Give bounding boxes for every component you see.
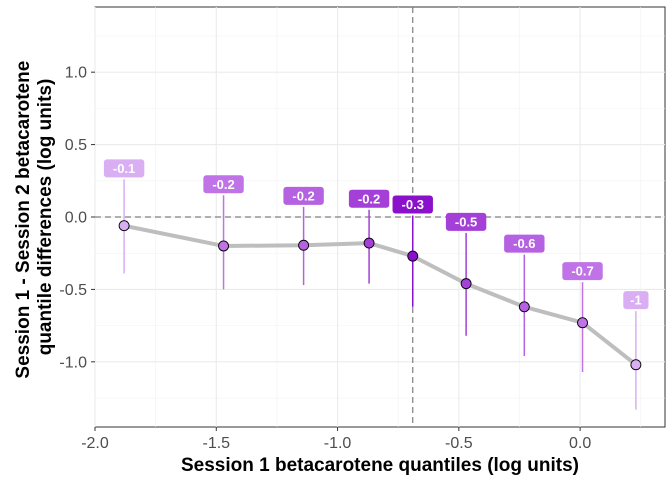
point-label-text-2: -0.2 — [292, 188, 314, 203]
point-label-text-5: -0.5 — [455, 214, 477, 229]
y-tick-label-3: 0.5 — [65, 137, 87, 154]
point-label-box-8 — [623, 291, 649, 310]
point-label-2: -0.2 — [283, 186, 324, 205]
y-tick-label-2: 0.0 — [65, 210, 87, 227]
point-label-box-5 — [445, 212, 487, 231]
x-axis-title: Session 1 betacarotene quantiles (log un… — [181, 455, 579, 476]
point-label-3: -0.2 — [348, 189, 390, 208]
point-label-0: -0.1 — [103, 159, 145, 178]
point-label-box-7 — [562, 262, 603, 281]
y-axis-title-line-2: quantile differences (log units) — [35, 79, 56, 356]
point-label-text-7: -0.7 — [571, 264, 593, 279]
point-label-text-3: -0.2 — [358, 191, 380, 206]
point-label-text-6: -0.6 — [513, 236, 535, 251]
point-label-4: -0.3 — [392, 195, 433, 214]
data-point-5 — [460, 278, 472, 290]
data-point-2 — [298, 239, 310, 251]
point-label-box-3 — [348, 189, 390, 208]
y-axis-title-line-1: Session 1 - Session 2 betacarotene — [13, 61, 34, 379]
x-tick-label-4: 0.0 — [569, 435, 591, 452]
point-label-7: -0.7 — [562, 262, 603, 281]
point-label-text-8: -1 — [630, 293, 642, 308]
point-label-box-6 — [504, 234, 545, 253]
point-label-6: -0.6 — [504, 234, 545, 253]
y-tick-label-1: -0.5 — [59, 282, 87, 299]
point-label-box-0 — [103, 159, 145, 178]
data-point-0 — [118, 220, 130, 232]
point-label-1: -0.2 — [203, 175, 244, 194]
data-point-8 — [630, 359, 642, 371]
point-label-box-1 — [203, 175, 244, 194]
point-labels: -0.1 -0.2 -0.2 -0.2 -0.3 -0.5 -0.6 -0.7 -1 — [103, 159, 649, 310]
point-label-8: -1 — [623, 291, 649, 310]
x-tick-label-2: -1.0 — [324, 435, 352, 452]
data-point-4 — [407, 250, 419, 262]
data-point-1 — [218, 240, 230, 252]
x-tick-label-3: -0.5 — [445, 435, 473, 452]
point-label-box-4 — [392, 195, 433, 214]
x-tick-label-0: -2.0 — [81, 435, 109, 452]
y-axis-title: Session 1 - Session 2 betacarotene quant… — [13, 55, 56, 378]
point-label-text-1: -0.2 — [212, 177, 234, 192]
point-label-box-2 — [283, 186, 324, 205]
data-point-3 — [363, 237, 375, 249]
y-axis-ticks: -1.0 -0.5 0.0 0.5 1.0 — [59, 65, 95, 371]
x-tick-label-1: -1.5 — [202, 435, 230, 452]
data-points — [118, 220, 642, 371]
y-tick-label-0: -1.0 — [59, 354, 87, 371]
x-axis-ticks: -2.0 -1.5 -1.0 -0.5 0.0 — [81, 427, 591, 452]
data-point-7 — [577, 317, 588, 329]
y-tick-label-4: 1.0 — [65, 65, 87, 82]
point-label-5: -0.5 — [445, 212, 487, 231]
data-point-6 — [518, 301, 530, 313]
point-label-text-4: -0.3 — [402, 197, 424, 212]
point-label-text-0: -0.1 — [113, 161, 135, 176]
